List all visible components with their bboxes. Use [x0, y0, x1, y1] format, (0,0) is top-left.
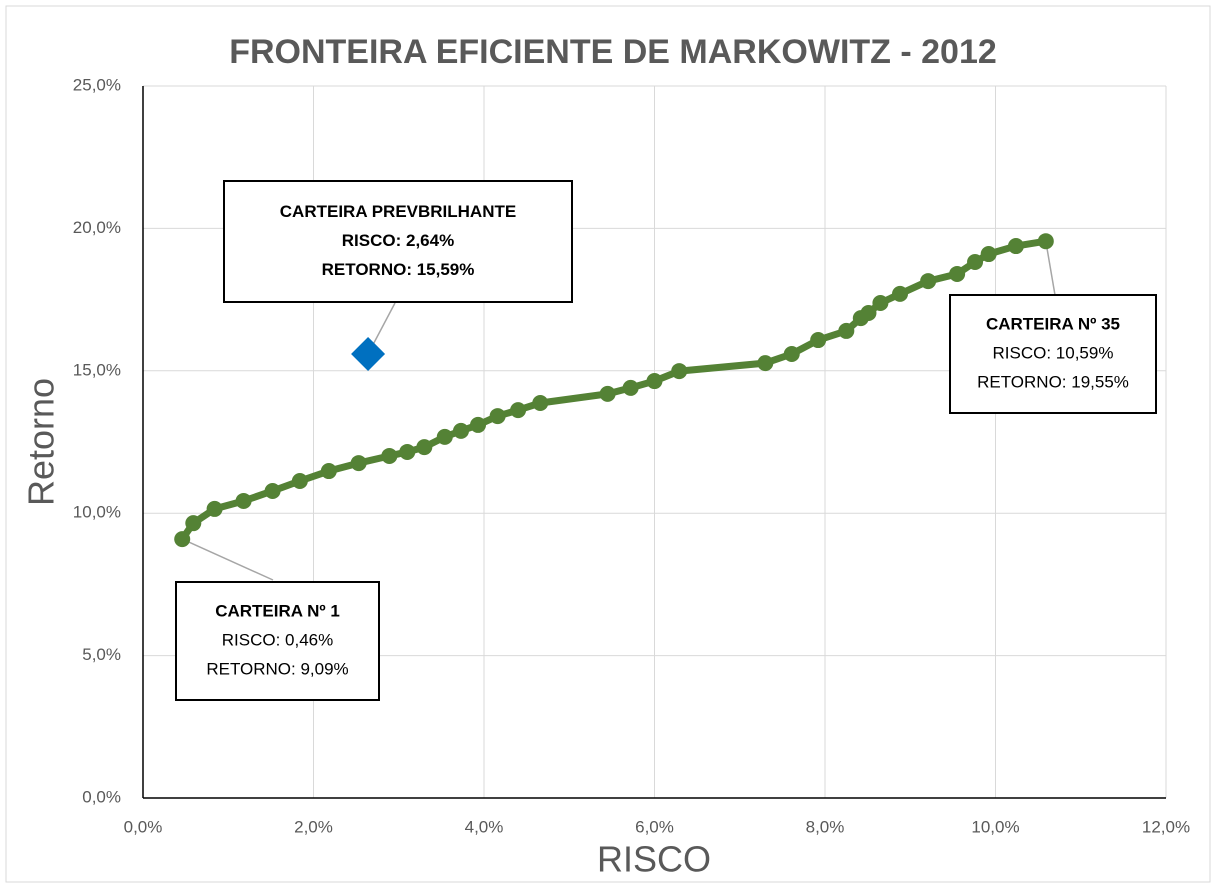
y-tick-label: 20,0%: [73, 218, 121, 237]
point-marker: [838, 322, 855, 339]
annotation-text: RISCO: 0,46%: [222, 630, 334, 649]
y-tick-label: 25,0%: [73, 75, 121, 94]
annotation-box: [223, 180, 573, 303]
y-tick-label: 0,0%: [82, 787, 121, 806]
x-tick-label: 2,0%: [294, 817, 333, 836]
annotation-text: RISCO: 10,59%: [993, 343, 1114, 362]
point-marker: [622, 379, 639, 396]
point-marker: [489, 408, 506, 425]
point-marker: [980, 246, 997, 263]
point-marker: [532, 394, 549, 411]
point-marker: [320, 463, 337, 480]
y-tick-label: 15,0%: [73, 360, 121, 379]
point-marker: [351, 336, 386, 371]
point-marker: [235, 492, 252, 509]
annotation-text: RETORNO: 19,55%: [977, 372, 1129, 391]
annotation-text: CARTEIRA Nº 1: [215, 601, 340, 620]
point-marker: [1007, 238, 1024, 255]
annotation-text: RETORNO: 9,09%: [206, 659, 348, 678]
point-marker: [967, 254, 984, 271]
point-marker: [783, 345, 800, 362]
point-marker: [1037, 233, 1054, 250]
x-tick-label: 4,0%: [465, 817, 504, 836]
y-axis-title: Retorno: [21, 378, 62, 506]
annotation-text: CARTEIRA Nº 35: [986, 314, 1120, 333]
x-axis-title: RISCO: [597, 839, 711, 880]
point-marker: [264, 482, 281, 499]
x-tick-label: 10,0%: [971, 817, 1019, 836]
annotation-text: RETORNO: 15,59%: [322, 260, 475, 279]
point-marker: [452, 422, 469, 439]
point-marker: [646, 373, 663, 390]
point-marker: [350, 455, 367, 472]
chart-title: FRONTEIRA EFICIENTE DE MARKOWITZ - 2012: [229, 33, 997, 71]
point-marker: [185, 515, 202, 532]
annotation-box: [949, 294, 1157, 414]
x-tick-label: 0,0%: [124, 817, 163, 836]
point-marker: [757, 355, 774, 372]
point-marker: [470, 416, 487, 433]
chart-border: [5, 5, 1211, 883]
point-marker: [949, 265, 966, 282]
annotation-box: [175, 581, 380, 701]
leader-line: [1045, 241, 1056, 296]
point-marker: [671, 363, 688, 380]
point-marker: [436, 428, 453, 445]
point-marker: [291, 473, 308, 490]
point-marker: [892, 285, 909, 302]
x-tick-label: 8,0%: [806, 817, 845, 836]
point-marker: [860, 304, 877, 321]
point-marker: [599, 385, 616, 402]
annotation-text: RISCO: 2,64%: [342, 231, 454, 250]
point-marker: [416, 439, 433, 456]
point-marker: [510, 402, 527, 419]
point-marker: [810, 332, 827, 349]
x-tick-label: 6,0%: [635, 817, 674, 836]
point-marker: [206, 500, 223, 517]
leader-line: [181, 538, 274, 581]
x-tick-label: 12,0%: [1142, 817, 1190, 836]
annotation-text: CARTEIRA PREVBRILHANTE: [280, 202, 516, 221]
y-tick-label: 10,0%: [73, 503, 121, 522]
point-marker: [174, 531, 191, 548]
point-marker: [381, 447, 398, 464]
y-tick-label: 5,0%: [82, 645, 121, 664]
point-marker: [872, 295, 889, 312]
point-marker: [920, 273, 937, 290]
point-marker: [399, 443, 416, 460]
